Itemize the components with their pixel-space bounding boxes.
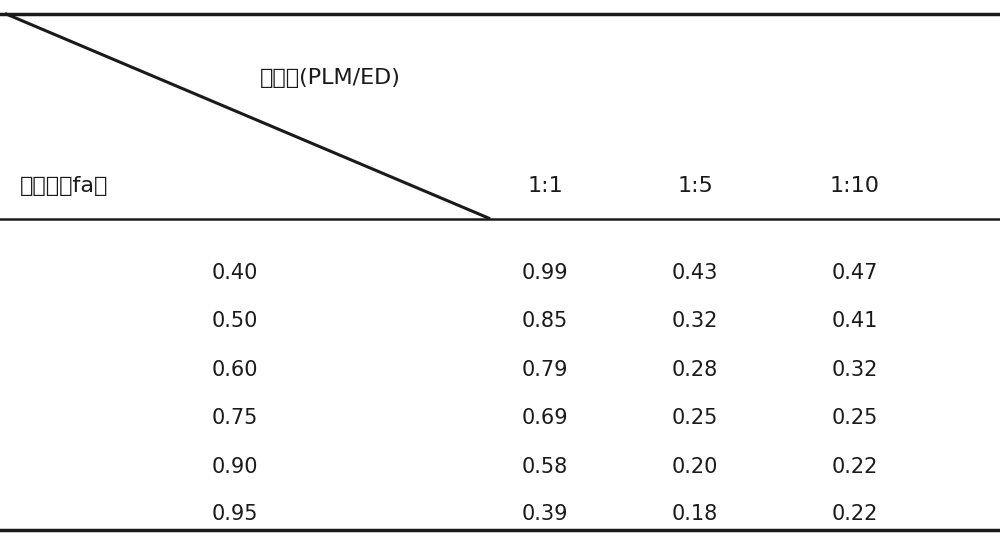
Text: 0.25: 0.25 <box>832 408 878 429</box>
Line: 2 pts: 2 pts <box>5 14 490 219</box>
Text: 0.47: 0.47 <box>832 262 878 283</box>
Text: 0.95: 0.95 <box>212 504 258 524</box>
Text: 抑制率（fa）: 抑制率（fa） <box>20 176 108 197</box>
Text: 0.41: 0.41 <box>832 311 878 332</box>
Text: 0.22: 0.22 <box>832 457 878 477</box>
Text: 0.43: 0.43 <box>672 262 718 283</box>
Text: 0.40: 0.40 <box>212 262 258 283</box>
Text: 0.50: 0.50 <box>212 311 258 332</box>
Text: 0.18: 0.18 <box>672 504 718 524</box>
Text: 0.75: 0.75 <box>212 408 258 429</box>
Text: 0.85: 0.85 <box>522 311 568 332</box>
Text: 0.60: 0.60 <box>212 360 258 380</box>
Text: 1:1: 1:1 <box>527 176 563 197</box>
Text: 0.58: 0.58 <box>522 457 568 477</box>
Point <box>0 10 11 17</box>
Text: 0.32: 0.32 <box>832 360 878 380</box>
Text: 0.25: 0.25 <box>672 408 718 429</box>
Text: 0.79: 0.79 <box>522 360 568 380</box>
Text: 0.28: 0.28 <box>672 360 718 380</box>
Point <box>484 215 496 222</box>
Text: 0.20: 0.20 <box>672 457 718 477</box>
Text: 0.22: 0.22 <box>832 504 878 524</box>
Text: 0.39: 0.39 <box>522 504 568 524</box>
Text: 0.69: 0.69 <box>522 408 568 429</box>
Text: 1:5: 1:5 <box>677 176 713 197</box>
Text: 摩尔比(PLM/ED): 摩尔比(PLM/ED) <box>260 68 401 89</box>
Text: 0.99: 0.99 <box>522 262 568 283</box>
Text: 0.32: 0.32 <box>672 311 718 332</box>
Text: 0.90: 0.90 <box>212 457 258 477</box>
Text: 1:10: 1:10 <box>830 176 880 197</box>
